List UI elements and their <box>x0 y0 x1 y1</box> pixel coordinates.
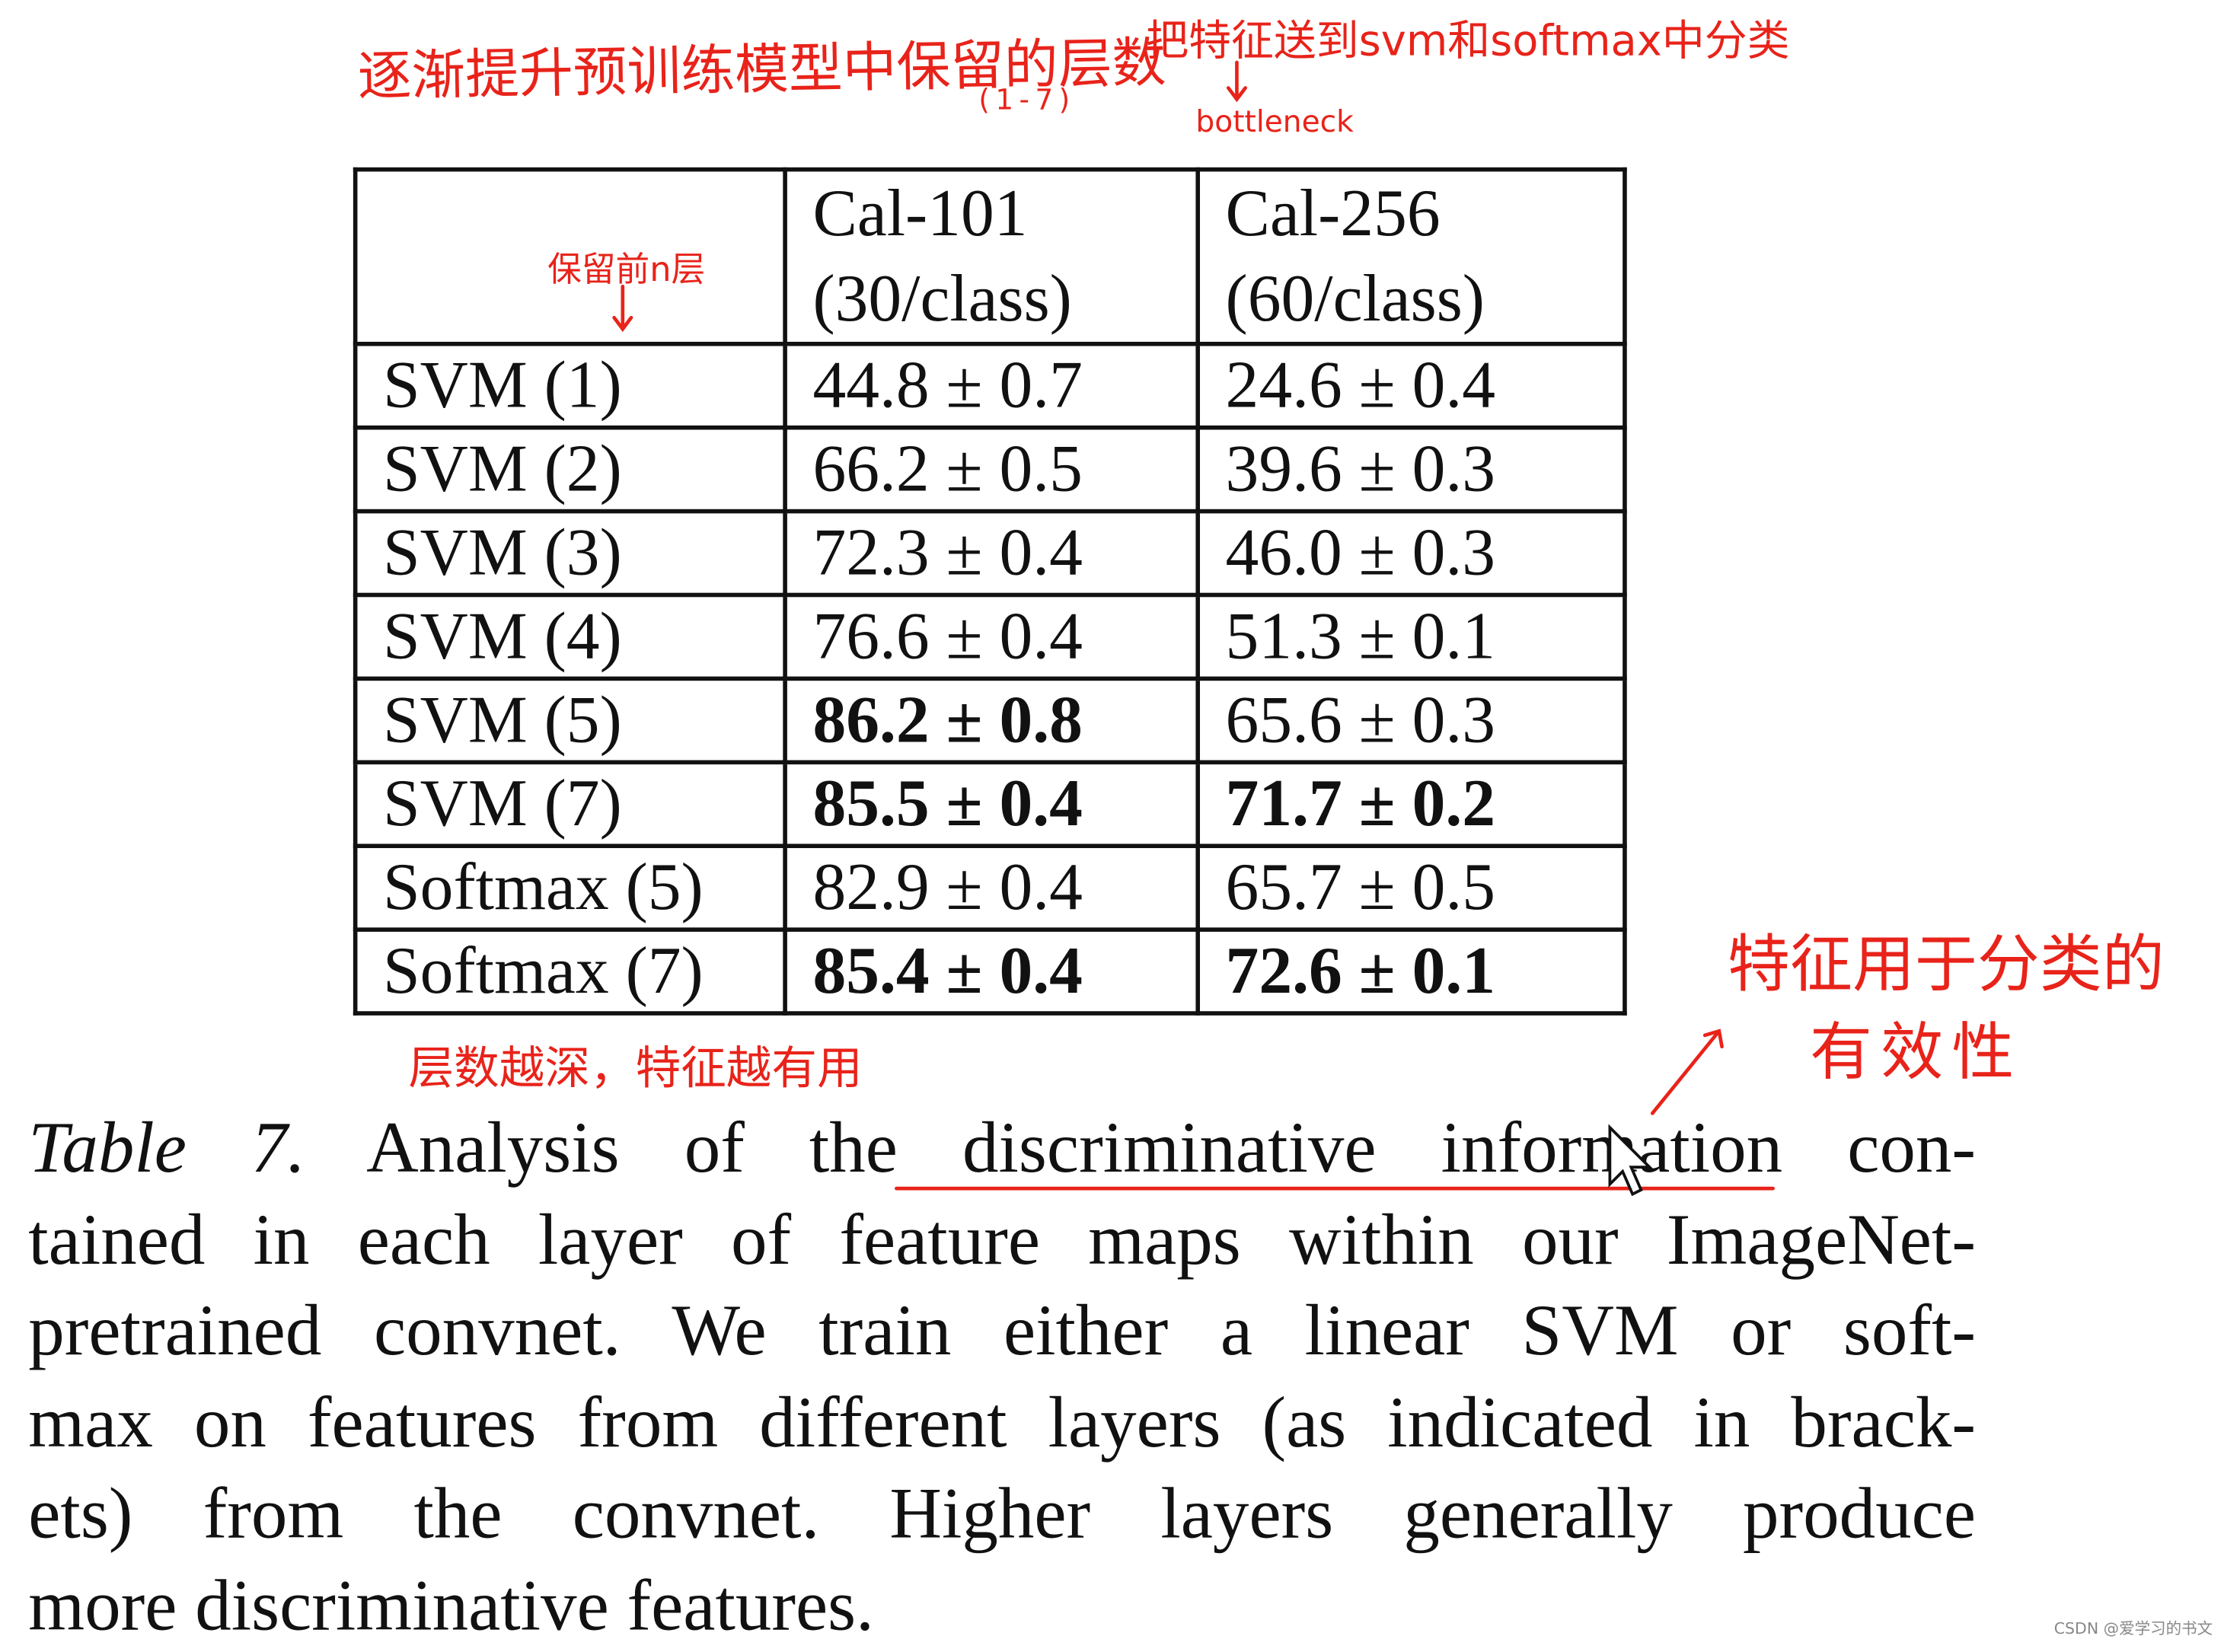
table-row: SVM (7) 85.5 ± 0.4 71.7 ± 0.2 <box>353 760 1627 849</box>
table-row: SVM (2) 66.2 ± 0.5 39.6 ± 0.3 <box>353 425 1627 514</box>
cal101-cell: 85.5 ± 0.4 <box>783 760 1201 849</box>
cal101-cell: 85.4 ± 0.4 <box>783 927 1201 1016</box>
caption-line: ets) from the convnet. Higher layers gen… <box>28 1475 1977 1555</box>
caption-line: tained in each layer of feature maps wit… <box>28 1200 1977 1280</box>
caption-line: pretrained convnet. We train either a li… <box>28 1292 1977 1372</box>
cal101-cell: 76.6 ± 0.4 <box>783 592 1201 681</box>
cal256-cell: 72.6 ± 0.1 <box>1195 927 1627 1016</box>
cal256-cell: 51.3 ± 0.1 <box>1195 592 1627 681</box>
annotation-bottleneck: bottleneck <box>1195 104 1354 139</box>
caption-line: Table 7. Analysis of the discriminative … <box>28 1103 1976 1194</box>
cal101-cell: 86.2 ± 0.8 <box>783 676 1201 765</box>
table-header-row: Cal-101 (30/class) Cal-256 (60/class) <box>353 167 1627 346</box>
annotation-below-table: 层数越深，特征越有用 <box>408 1041 863 1095</box>
header-cal101-name: Cal-101 <box>812 177 1028 251</box>
cal101-cell: 72.3 ± 0.4 <box>783 509 1201 598</box>
annotation-right-line1: 特征用于分类的 <box>1728 929 2165 1002</box>
cal101-cell: 44.8 ± 0.7 <box>783 341 1201 430</box>
annotation-top-right: 把特征送到svm和softmax中分类 <box>1146 17 1790 67</box>
cal256-cell: 71.7 ± 0.2 <box>1195 760 1627 849</box>
caption-text: Analysis of the discriminative informati… <box>366 1108 1977 1189</box>
header-cal101-split: (30/class) <box>812 262 1072 336</box>
results-table: Cal-101 (30/class) Cal-256 (60/class) SVM … <box>353 167 1627 1016</box>
method-cell: SVM (2) <box>353 425 787 514</box>
cal101-cell: 82.9 ± 0.4 <box>783 844 1201 932</box>
header-cal256-split: (60/class) <box>1225 262 1485 336</box>
caption-label: Table 7. <box>28 1108 306 1189</box>
cal256-cell: 39.6 ± 0.3 <box>1195 425 1627 514</box>
method-cell: SVM (1) <box>353 341 787 430</box>
method-cell: SVM (4) <box>353 592 787 681</box>
table-row: SVM (4) 76.6 ± 0.4 51.3 ± 0.1 <box>353 592 1627 681</box>
method-cell: SVM (3) <box>353 509 787 598</box>
caption-line: max on features from different layers (a… <box>28 1383 1977 1463</box>
table-row: Softmax (5) 82.9 ± 0.4 65.7 ± 0.5 <box>353 844 1627 932</box>
method-cell: SVM (7) <box>353 760 787 849</box>
table-row: SVM (1) 44.8 ± 0.7 24.6 ± 0.4 <box>353 341 1627 430</box>
table-row: SVM (5) 86.2 ± 0.8 65.6 ± 0.3 <box>353 676 1627 765</box>
method-cell: Softmax (5) <box>353 844 787 932</box>
header-cal101: Cal-101 (30/class) <box>783 167 1201 346</box>
table-row: SVM (3) 72.3 ± 0.4 46.0 ± 0.3 <box>353 509 1627 598</box>
annotation-layer-range: (1-7) <box>978 82 1076 116</box>
header-empty <box>353 167 787 346</box>
method-cell: SVM (5) <box>353 676 787 765</box>
pointer-arrow-icon <box>1650 1029 1724 1115</box>
cal256-cell: 65.7 ± 0.5 <box>1195 844 1627 932</box>
annotation-right-line2: 有效性 <box>1810 1016 2023 1089</box>
cal256-cell: 46.0 ± 0.3 <box>1195 509 1627 598</box>
method-cell: Softmax (7) <box>353 927 787 1016</box>
header-cal256-name: Cal-256 <box>1225 177 1441 251</box>
caption-line: more discriminative features. <box>28 1566 874 1646</box>
table-row: Softmax (7) 85.4 ± 0.4 72.6 ± 0.1 <box>353 927 1627 1016</box>
header-cal256: Cal-256 (60/class) <box>1195 167 1627 346</box>
cal101-cell: 66.2 ± 0.5 <box>783 425 1201 514</box>
cal256-cell: 65.6 ± 0.3 <box>1195 676 1627 765</box>
cal256-cell: 24.6 ± 0.4 <box>1195 341 1627 430</box>
table-caption: Table 7. Analysis of the discriminative … <box>28 1103 1976 1652</box>
watermark: CSDN @爱学习的书文 <box>2053 1619 2213 1638</box>
